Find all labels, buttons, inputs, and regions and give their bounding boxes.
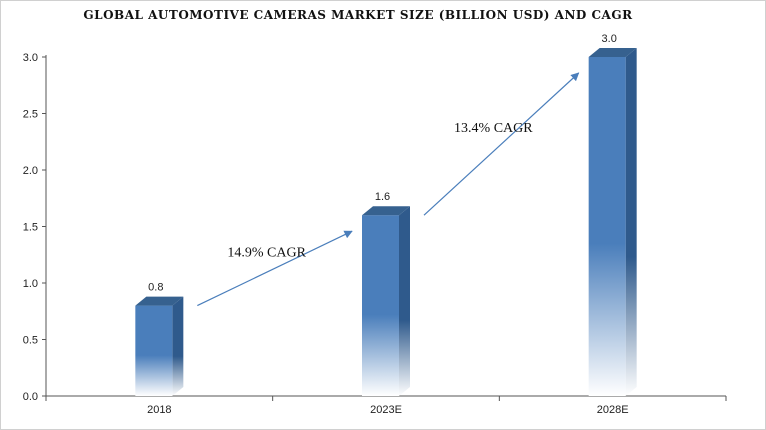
bar-top-face — [588, 48, 637, 57]
bar-side-face — [625, 48, 637, 396]
y-tick-label: 2.5 — [23, 109, 38, 121]
y-tick-label: 0.0 — [23, 391, 38, 403]
data-label: 1.6 — [375, 191, 390, 203]
bar-front-face — [362, 215, 399, 396]
data-label: 0.8 — [148, 282, 163, 294]
cagr-label: 13.4% CAGR — [454, 121, 533, 136]
y-tick-label: 1.5 — [23, 222, 38, 234]
x-tick-label: 2023E — [370, 404, 402, 416]
data-label: 3.0 — [602, 33, 617, 45]
bar-2028E: 3.0 — [588, 33, 637, 396]
bar-side-face — [172, 296, 184, 396]
bar-top-face — [135, 296, 184, 306]
y-tick-label: 0.5 — [23, 335, 38, 347]
y-tick-label: 3.0 — [23, 52, 38, 64]
bar-front-face — [588, 57, 626, 396]
bar-2023E: 1.6 — [362, 191, 410, 396]
cagr-arrow — [423, 72, 580, 216]
bar-2018: 0.8 — [135, 282, 184, 396]
y-tick-label: 1.0 — [23, 278, 38, 290]
y-tick-label: 2.0 — [23, 165, 38, 177]
chart-title: GLOBAL AUTOMOTIVE CAMERAS MARKET SIZE (B… — [83, 8, 633, 22]
cagr-annotation: 13.4% CAGR — [423, 72, 580, 216]
cagr-annotation: 14.9% CAGR — [197, 230, 353, 307]
x-tick-label: 2028E — [597, 404, 629, 416]
bar-side-face — [399, 206, 410, 396]
cagr-arrow — [197, 230, 353, 307]
x-tick-label: 2018 — [147, 404, 171, 416]
cagr-label: 14.9% CAGR — [227, 245, 306, 260]
bar-front-face — [135, 305, 173, 396]
bar-top-face — [362, 206, 410, 216]
